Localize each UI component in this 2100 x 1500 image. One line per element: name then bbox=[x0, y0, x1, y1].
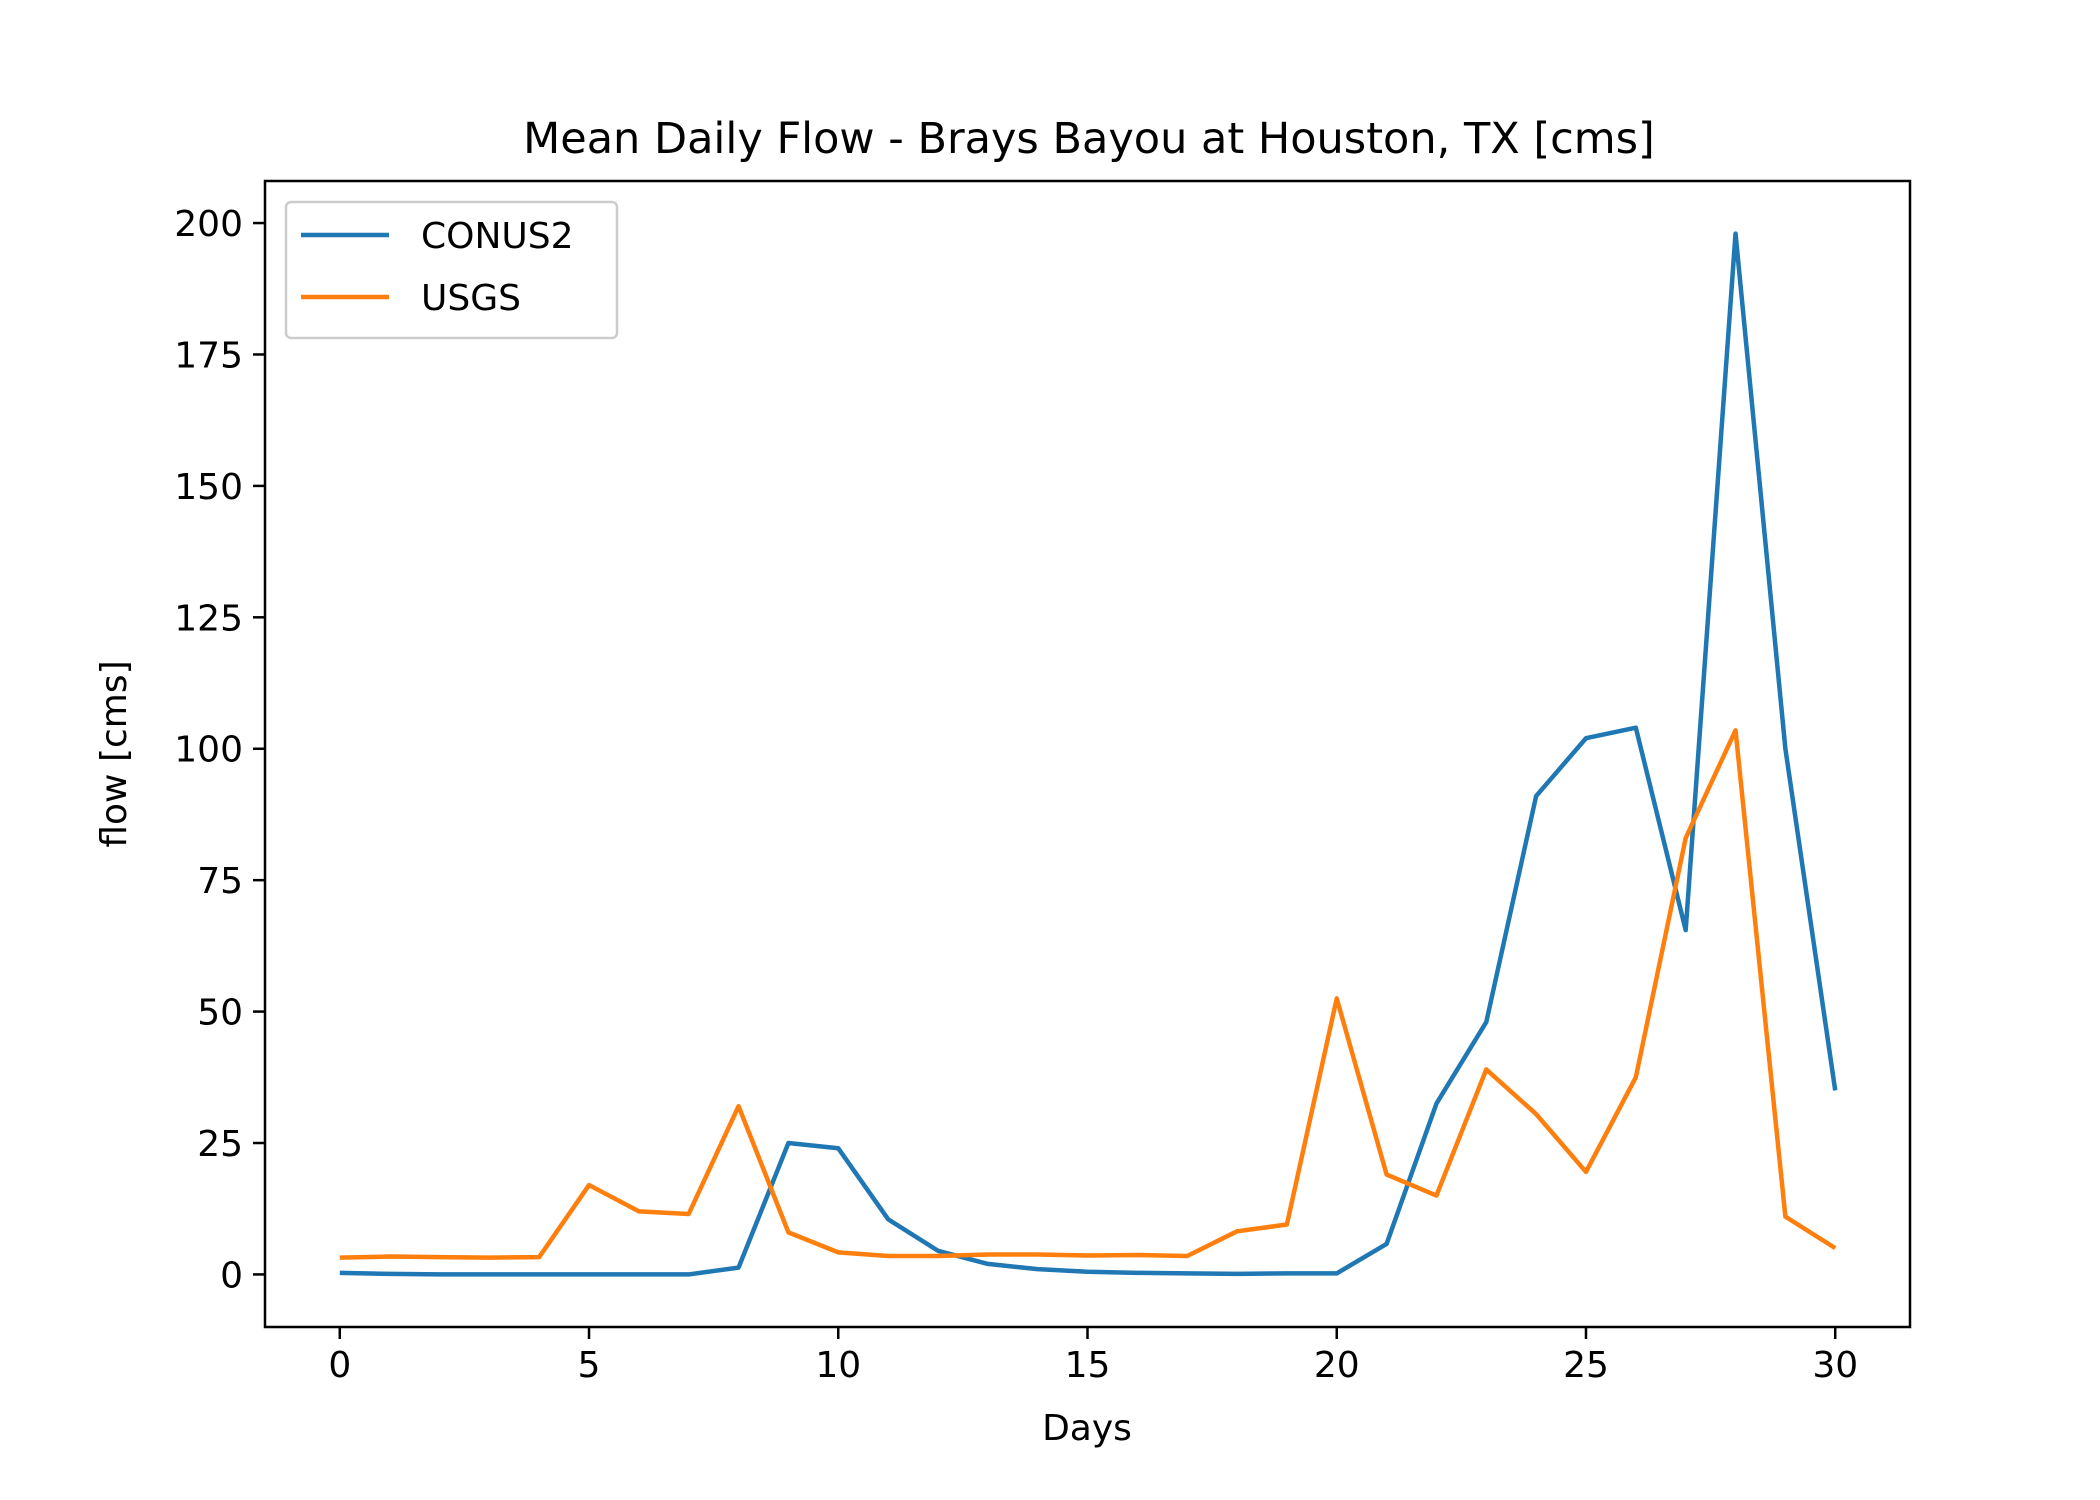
y-tick-label: 175 bbox=[174, 335, 243, 376]
y-tick-label: 100 bbox=[174, 730, 243, 771]
y-tick-label: 125 bbox=[174, 598, 243, 639]
x-tick-label: 10 bbox=[815, 1345, 861, 1386]
x-tick-label: 20 bbox=[1314, 1345, 1360, 1386]
series-lines bbox=[339, 231, 1838, 1277]
y-tick-label: 25 bbox=[197, 1124, 243, 1165]
plot-frame bbox=[263, 179, 1912, 1329]
x-axis-ticks: 0 5 10 15 20 25 30 bbox=[328, 1327, 1858, 1386]
y-axis-ticks: 0 25 50 75 100 125 150 175 200 bbox=[174, 204, 265, 1296]
chart-title: Mean Daily Flow - Brays Bayou at Houston… bbox=[523, 114, 1655, 164]
y-tick-label: 50 bbox=[197, 993, 243, 1034]
x-tick-label: 0 bbox=[328, 1345, 351, 1386]
x-tick-label: 25 bbox=[1563, 1345, 1609, 1386]
series-line-conus2 bbox=[339, 231, 1838, 1277]
y-tick-label: 200 bbox=[174, 204, 243, 245]
legend-label-conus2: CONUS2 bbox=[421, 216, 574, 257]
x-tick-label: 5 bbox=[578, 1345, 601, 1386]
y-axis-label: flow [cms] bbox=[94, 660, 135, 847]
y-tick-label: 0 bbox=[220, 1255, 243, 1296]
legend: CONUS2 USGS bbox=[284, 200, 619, 340]
x-tick-label: 15 bbox=[1065, 1345, 1111, 1386]
y-tick-label: 75 bbox=[197, 861, 243, 902]
legend-label-usgs: USGS bbox=[421, 278, 521, 319]
x-axis-label: Days bbox=[1042, 1408, 1132, 1449]
y-tick-label: 150 bbox=[174, 467, 243, 508]
series-line-usgs bbox=[339, 728, 1837, 1260]
x-tick-label: 30 bbox=[1812, 1345, 1858, 1386]
